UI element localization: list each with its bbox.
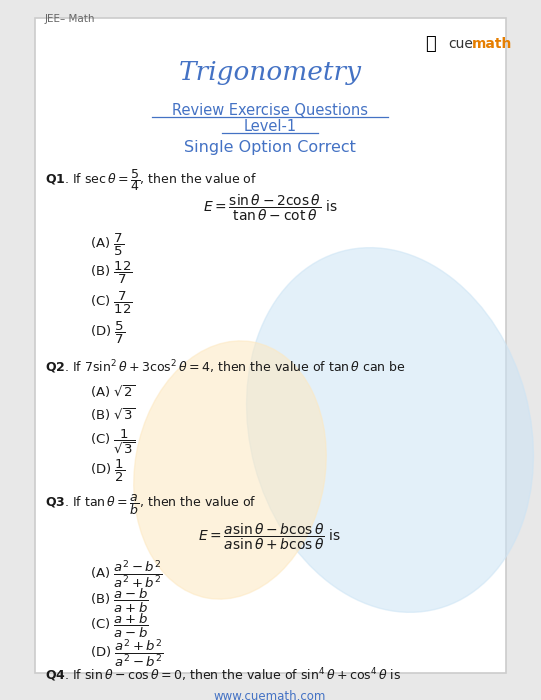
Text: $E = \dfrac{\sin\theta - 2\cos\theta}{\tan\theta - \cot\theta}$ is: $E = \dfrac{\sin\theta - 2\cos\theta}{\t… [202, 193, 338, 223]
Text: 🚀: 🚀 [425, 35, 436, 53]
Ellipse shape [247, 248, 533, 612]
Text: JEE– Math: JEE– Math [45, 14, 96, 24]
Ellipse shape [134, 341, 326, 599]
Text: cue: cue [448, 37, 473, 51]
Text: (B) $\dfrac{12}{7}$: (B) $\dfrac{12}{7}$ [90, 260, 133, 286]
Text: math: math [472, 37, 512, 51]
Text: Review Exercise Questions: Review Exercise Questions [172, 103, 368, 118]
Text: (C) $\dfrac{a + b}{a - b}$: (C) $\dfrac{a + b}{a - b}$ [90, 612, 149, 640]
Text: (A) $\dfrac{a^2 - b^2}{a^2 + b^2}$: (A) $\dfrac{a^2 - b^2}{a^2 + b^2}$ [90, 558, 162, 590]
Text: (B) $\dfrac{a - b}{a + b}$: (B) $\dfrac{a - b}{a + b}$ [90, 587, 148, 615]
Text: (C) $\dfrac{7}{12}$: (C) $\dfrac{7}{12}$ [90, 290, 133, 316]
Text: (C) $\dfrac{1}{\sqrt{3}}$: (C) $\dfrac{1}{\sqrt{3}}$ [90, 428, 136, 456]
Text: $\mathbf{Q1}$. If $\sec\theta = \dfrac{5}{4}$, then the value of: $\mathbf{Q1}$. If $\sec\theta = \dfrac{5… [45, 167, 258, 193]
Text: (D) $\dfrac{a^2 + b^2}{a^2 - b^2}$: (D) $\dfrac{a^2 + b^2}{a^2 - b^2}$ [90, 637, 163, 669]
Text: Level-1: Level-1 [243, 119, 296, 134]
Text: Trigonometry: Trigonometry [179, 60, 361, 85]
Text: Single Option Correct: Single Option Correct [184, 140, 356, 155]
Text: $\mathbf{Q4}$. If $\sin\theta - \cos\theta = 0$, then the value of $\sin^4\theta: $\mathbf{Q4}$. If $\sin\theta - \cos\the… [45, 666, 401, 684]
Text: $E = \dfrac{a\sin\theta - b\cos\theta}{a\sin\theta + b\cos\theta}$ is: $E = \dfrac{a\sin\theta - b\cos\theta}{a… [199, 522, 342, 552]
FancyBboxPatch shape [35, 18, 506, 673]
Text: $\mathbf{Q3}$. If $\tan\theta = \dfrac{a}{b}$, then the value of: $\mathbf{Q3}$. If $\tan\theta = \dfrac{a… [45, 492, 256, 517]
Text: (A) $\sqrt{2}$: (A) $\sqrt{2}$ [90, 383, 136, 400]
Text: (D) $\dfrac{1}{2}$: (D) $\dfrac{1}{2}$ [90, 458, 125, 484]
Text: (B) $\sqrt{3}$: (B) $\sqrt{3}$ [90, 406, 136, 423]
Text: (D) $\dfrac{5}{7}$: (D) $\dfrac{5}{7}$ [90, 320, 125, 346]
Text: $\mathbf{Q2}$. If $7\sin^2\theta + 3\cos^2\theta = 4$, then the value of $\tan\t: $\mathbf{Q2}$. If $7\sin^2\theta + 3\cos… [45, 358, 406, 376]
Text: (A) $\dfrac{7}{5}$: (A) $\dfrac{7}{5}$ [90, 232, 124, 258]
Text: www.cuemath.com: www.cuemath.com [214, 690, 326, 700]
